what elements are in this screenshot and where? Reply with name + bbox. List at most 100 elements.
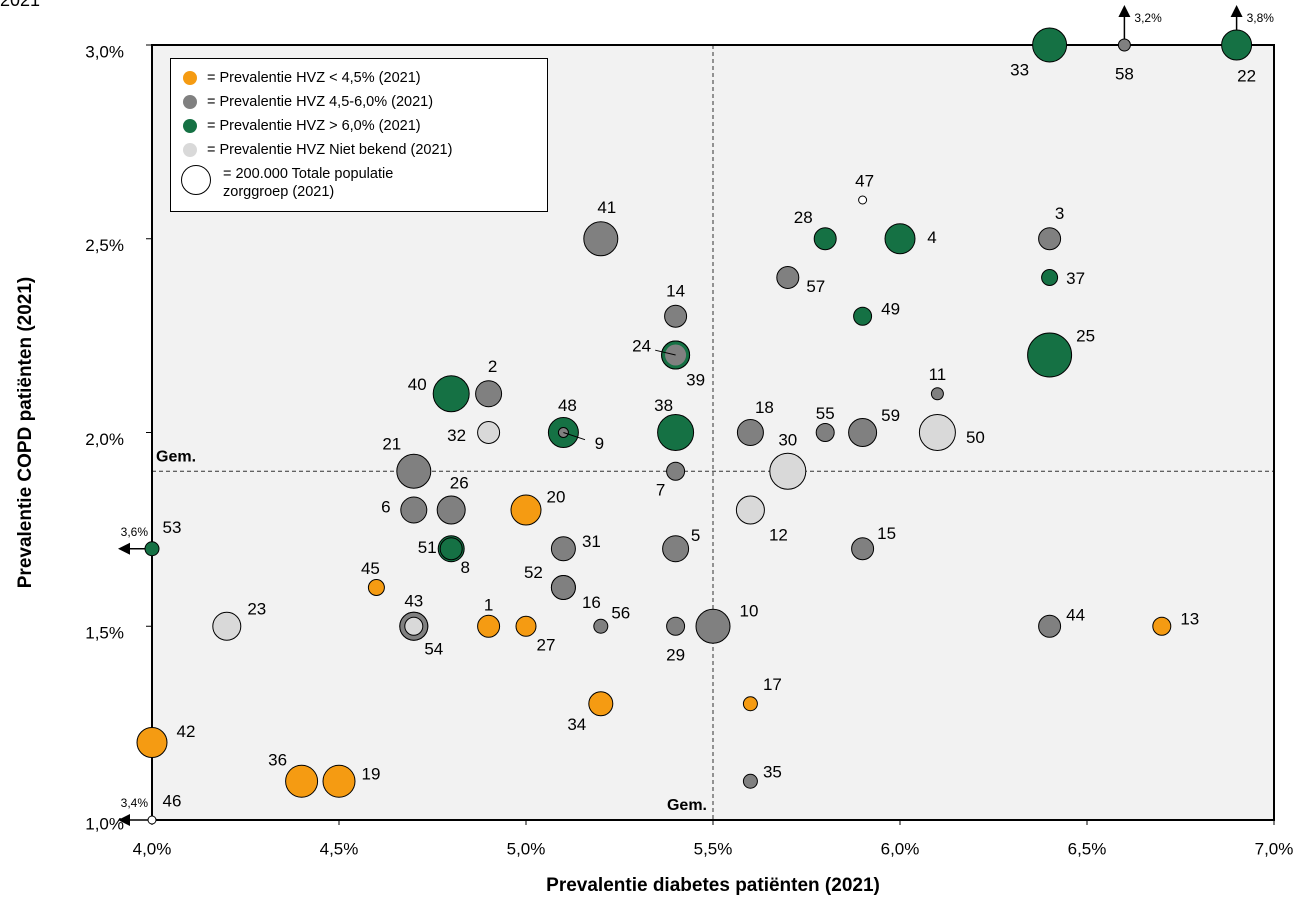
bubble-49 [853,306,873,326]
bubble-25 [1027,332,1073,378]
out-of-range-arrowhead [118,542,130,555]
legend-size-line2: zorggroep (2021) [223,184,335,200]
bubble-35 [742,773,758,789]
bubble-12 [735,495,765,525]
bubble-label: 8 [460,558,469,577]
legend-item-green: = Prevalentie HVZ > 6,0% (2021) [183,115,421,137]
bubble-label: 19 [362,765,381,784]
bubble-label: 7 [656,481,665,500]
bubble-label: 51 [418,538,437,557]
bubble-label: 12 [769,525,788,544]
bubble-10 [695,608,731,644]
x-tick-label: 6,5% [1068,839,1107,858]
bubble-label: 24 [632,336,651,355]
bubble-label: 32 [447,426,466,445]
bubble-label: 58 [1115,64,1134,83]
bubble-label: 37 [1066,269,1085,288]
out-of-range-arrowhead [1230,5,1243,17]
bubble-label: 30 [778,431,797,450]
bubble-6 [400,496,428,524]
bubble-label: 43 [404,592,423,611]
bubble-23 [212,611,242,641]
bubble-label: 50 [966,428,985,447]
bubble-label: 15 [877,524,896,543]
bubble-label: 47 [855,171,874,190]
legend-label: = Prevalentie HVZ < 4,5% (2021) [207,70,421,86]
bubble-8 [439,537,463,561]
bubble-label: 28 [794,208,813,227]
bubble-label: 22 [1237,66,1256,85]
bubble-label: 23 [247,600,266,619]
bubble-label: 9 [595,434,604,453]
out-of-range-label: 3,4% [121,796,149,810]
bubble-label: 36 [268,751,287,770]
out-of-range-arrowhead [1118,5,1131,17]
x-tick-label: 4,5% [320,839,359,858]
bubble-26 [436,495,466,525]
bubble-label: 13 [1180,610,1199,629]
bubble-label: 34 [567,715,586,734]
bubble-44 [1038,614,1062,638]
bubble-59 [848,418,878,447]
bubble-15 [851,537,875,561]
bubble-58 [1117,38,1131,52]
bubble-label: 42 [177,722,196,741]
bubble-3 [1038,227,1062,251]
bubble-56 [593,618,609,634]
leader-line [563,432,586,441]
bubble-label: 20 [547,487,566,506]
bubble-label: 27 [537,636,556,655]
bubble-label: 35 [763,763,782,782]
bubble-50 [918,414,956,451]
bubble-label: 5 [691,526,700,545]
bubble-55 [815,423,835,442]
x-tick-label: 7,0% [1255,839,1294,858]
bubble-27 [515,615,537,637]
legend-swatch [183,71,197,85]
bubble-42 [136,727,168,758]
bubble-label: 4 [927,228,936,247]
bubble-38 [657,414,695,451]
bubble-label: 3 [1055,204,1064,223]
bubble-label: 54 [424,640,443,659]
bubble-4 [884,223,916,255]
bubble-label: 1 [484,596,493,615]
bubble-label: 41 [597,198,616,217]
bubble-label: 39 [686,370,705,389]
bubble-53 [144,541,160,557]
bubble-36 [285,764,319,798]
y-tick-label: 1,0% [85,814,124,833]
bubble-label: 2 [488,357,497,376]
bubble-52 [550,575,576,600]
bubble-label: 44 [1066,606,1085,625]
bubble-57 [776,266,800,289]
bubble-label: 6 [381,497,390,516]
bubble-7 [666,461,686,481]
legend-item-orange: = Prevalentie HVZ < 4,5% (2021) [183,67,421,89]
legend: = Prevalentie HVZ < 4,5% (2021) = Preval… [170,58,548,212]
bubble-14 [664,304,688,328]
bubble-37 [1041,269,1059,286]
bubble-label: 29 [666,646,685,665]
x-tick-label: 4,0% [133,839,172,858]
bubble-31 [550,536,576,562]
bubble-label: 10 [740,602,759,621]
bubble-label: 45 [361,559,380,578]
x-axis-title: Prevalentie diabetes patiënten (2021) [546,875,880,896]
bubble-40 [432,375,470,413]
bubble-54 [404,616,424,636]
out-of-range-label: 3,8% [1247,11,1275,25]
bubble-18 [736,419,764,446]
bubble-29 [666,616,686,636]
bubble-label: 17 [763,675,782,694]
header-fragment: 2021 [0,0,41,10]
legend-size-label: = 200.000 Totale populatie zorggroep (20… [223,165,523,201]
y-tick-label: 1,5% [85,624,124,643]
bubble-19 [322,764,356,798]
bubble-label: 25 [1076,326,1095,345]
x-tick-label: 5,5% [694,839,733,858]
bubble-label: 31 [582,532,601,551]
avg-label-x: Gem. [667,797,707,814]
bubble-label: 16 [582,593,601,612]
out-of-range-label: 3,2% [1134,11,1162,25]
